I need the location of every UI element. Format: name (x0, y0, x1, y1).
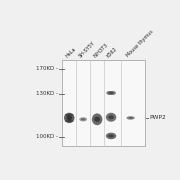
Ellipse shape (108, 92, 114, 94)
Ellipse shape (106, 91, 116, 95)
Text: 100KD -: 100KD - (36, 134, 58, 139)
Text: HeLa: HeLa (64, 46, 77, 58)
Ellipse shape (65, 114, 74, 116)
Ellipse shape (107, 91, 115, 92)
Ellipse shape (106, 133, 116, 139)
Ellipse shape (126, 116, 135, 120)
Bar (62, 60, 145, 146)
Text: NIH3T3: NIH3T3 (92, 42, 109, 58)
Ellipse shape (94, 117, 100, 122)
Ellipse shape (128, 117, 133, 119)
Text: Mouse thymus: Mouse thymus (125, 29, 154, 58)
Ellipse shape (65, 120, 74, 122)
Text: 130KD -: 130KD - (36, 91, 58, 96)
Ellipse shape (79, 117, 87, 121)
Ellipse shape (108, 134, 114, 138)
Text: SH-SY5Y: SH-SY5Y (78, 40, 96, 58)
Text: PWP2: PWP2 (149, 115, 166, 120)
Ellipse shape (92, 113, 102, 125)
Text: K562: K562 (106, 46, 119, 58)
Ellipse shape (106, 113, 116, 122)
Ellipse shape (81, 118, 85, 120)
Text: 170KD -: 170KD - (36, 66, 58, 71)
Ellipse shape (108, 115, 114, 119)
Ellipse shape (66, 116, 72, 120)
Ellipse shape (64, 113, 75, 123)
